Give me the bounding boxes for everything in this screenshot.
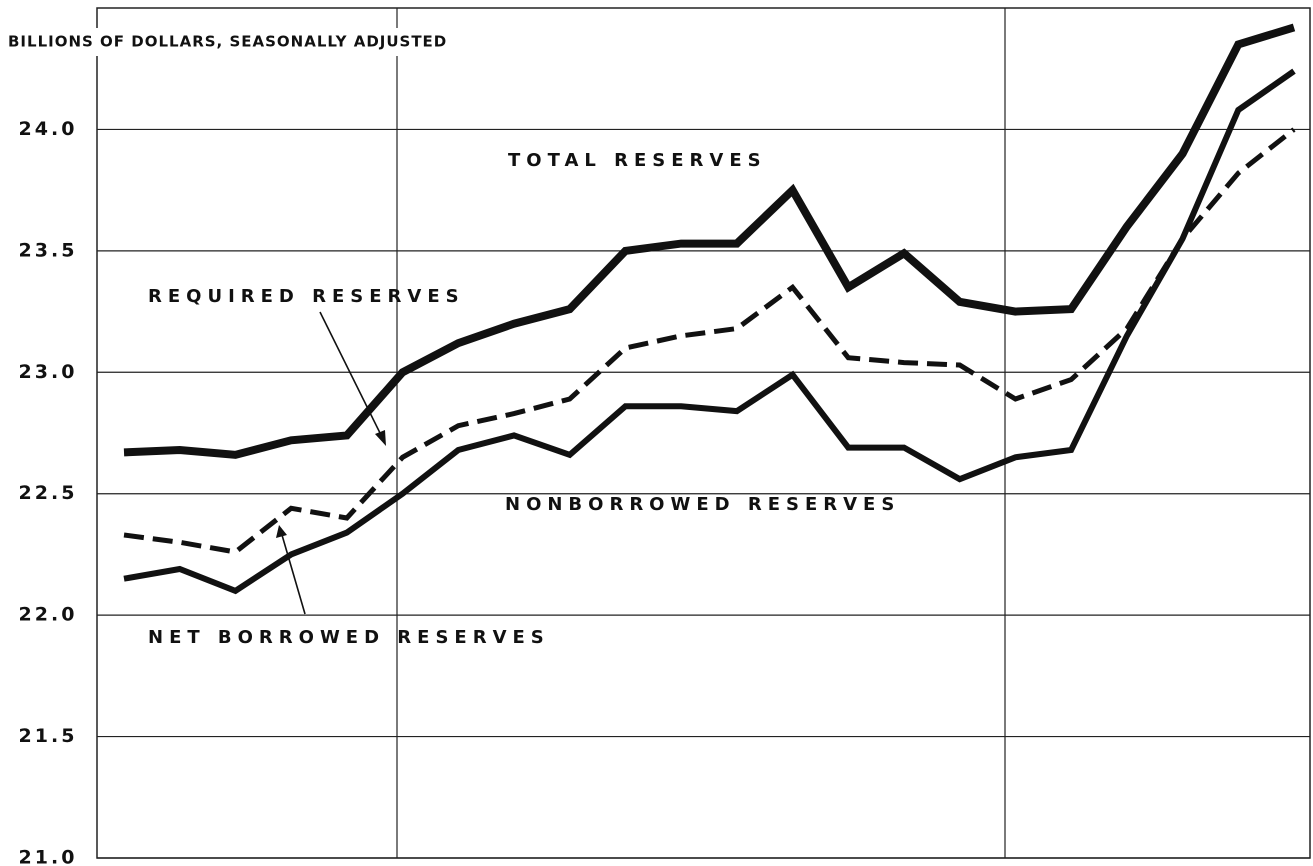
y-axis-label: BILLIONS OF DOLLARS, SEASONALLY ADJUSTED [8,33,447,51]
label-bg [0,28,570,56]
marks [97,23,1310,859]
series-line [123,127,1296,555]
y-tick-label: 23.0 [19,361,78,383]
y-tick-label: 21.5 [19,725,78,747]
arrowhead [375,430,386,446]
arrow [319,311,383,438]
series-line [123,23,1296,459]
arrowhead [276,525,287,538]
y-tick-label: 24.0 [19,118,78,140]
annotation: NET BORROWED RESERVES [148,627,550,648]
series-label: REQUIRED RESERVES [148,286,465,307]
y-tick-label: 23.5 [19,239,78,261]
series-label: TOTAL RESERVES [508,150,767,171]
y-tick-label: 22.0 [19,604,78,626]
series-line [123,68,1296,595]
plot-frame [96,7,1311,859]
arrow [281,534,306,615]
y-tick-label: 21.0 [19,847,78,866]
y-tick-label: 22.5 [19,482,78,504]
series-label: NONBORROWED RESERVES [505,494,900,515]
